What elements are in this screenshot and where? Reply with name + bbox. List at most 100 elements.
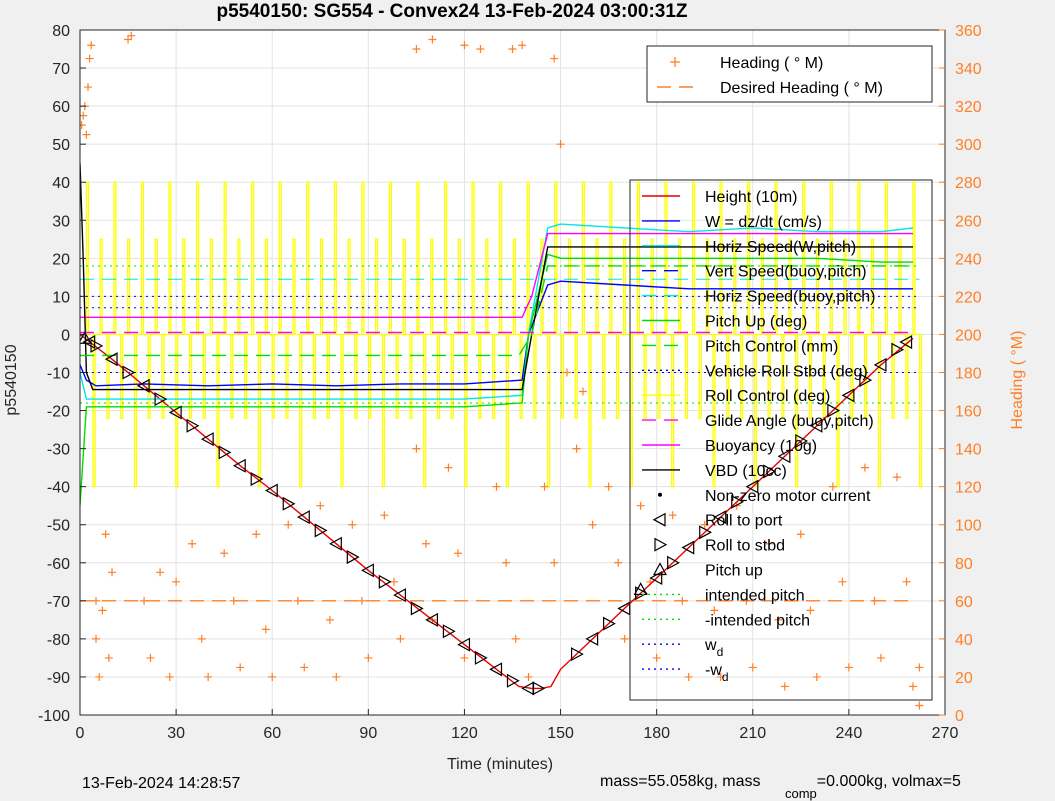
series-w-dz-dt-cm-s: [80, 280, 913, 387]
heading-point-61: [556, 140, 565, 149]
heading-point-95: [908, 682, 917, 691]
heading-point-58: [540, 482, 549, 491]
y-tick-label-5: 30: [52, 213, 70, 230]
heading-point-75: [700, 520, 709, 529]
x-tick-label-7: 210: [739, 725, 766, 742]
y-tick-label-2: 60: [52, 99, 70, 116]
legend-main-label-17: -intended pitch: [705, 612, 810, 629]
legend-main-label-0: Height (10m): [705, 189, 797, 206]
roll-port-marker-21: [777, 449, 791, 464]
roll-stbd-marker-24: [859, 373, 873, 388]
heading-point-7: [92, 596, 101, 605]
legend-main-subscript-18: d: [717, 645, 724, 659]
heading-point-48: [412, 45, 421, 54]
heading-point-42: [412, 444, 421, 453]
y-right-tick-label-14: 80: [955, 556, 973, 573]
legend-heading: Heading ( ° M) Desired Heading ( ° M): [646, 45, 933, 103]
y-right-tick-label-5: 260: [955, 213, 982, 230]
y-tick-label-1: 70: [52, 61, 70, 78]
x-tick-label-0: 0: [76, 725, 85, 742]
y-tick-label-9: -10: [47, 366, 70, 383]
heading-point-41: [396, 634, 405, 643]
heading-point-23: [204, 672, 213, 681]
heading-point-86: [812, 672, 821, 681]
heading-point-64: [578, 387, 587, 396]
roll-port-marker-8: [329, 536, 342, 551]
heading-point-97: [915, 663, 924, 672]
heading-point-34: [325, 615, 334, 624]
legend-main-label-3: Vert Speed(buoy,pitch): [705, 264, 867, 281]
roll-port-marker-9: [361, 563, 374, 578]
heading-point-51: [476, 45, 485, 54]
heading-point-52: [508, 45, 517, 54]
heading-point-72: [668, 511, 677, 520]
legend-heading-label-0: Heading ( ° M): [720, 55, 823, 72]
roll-stbd-marker-22: [795, 433, 809, 449]
y-tick-label-8: 0: [61, 327, 70, 344]
heading-point-28: [261, 625, 270, 634]
legend-main-swatch-15: [652, 562, 668, 576]
series-horiz-speed-w-pitch: [80, 223, 914, 400]
roll-port-marker-7: [297, 510, 310, 525]
heading-point-74: [684, 672, 693, 681]
roll-port-marker-4: [200, 432, 214, 447]
heading-point-67: [614, 558, 623, 567]
y-right-tick-label-4: 280: [955, 175, 982, 192]
pitch-up-marker-0: [80, 330, 92, 344]
legend-main-subscript-19: d: [722, 670, 729, 684]
roll-stbd-marker-4: [218, 445, 232, 460]
y-right-tick-label-13: 100: [955, 518, 982, 535]
heading-point-81: [764, 539, 773, 548]
heading-point-35: [332, 672, 341, 681]
heading-point-8: [92, 634, 101, 643]
x-tick-label-8: 240: [836, 725, 863, 742]
heading-point-21: [188, 539, 197, 548]
y-tick-label-7: 10: [52, 289, 70, 306]
heading-point-57: [524, 672, 533, 681]
heading-point-39: [380, 511, 389, 520]
y-tick-label-3: 50: [52, 137, 70, 154]
heading-point-63: [572, 444, 581, 453]
y-axis-right-label: Heading ( °M): [1009, 331, 1026, 430]
y-right-tick-label-0: 360: [955, 23, 982, 40]
heading-point-4: [84, 83, 93, 92]
heading-point-77: [716, 672, 725, 681]
roll-stbd-marker-11: [442, 624, 456, 639]
y-tick-label-0: 80: [52, 23, 70, 40]
legend-main-label-13: Roll to port: [705, 513, 783, 530]
heading-point-83: [780, 682, 789, 691]
roll-port-marker-23: [841, 388, 855, 403]
roll-stbd-marker-5: [250, 472, 264, 487]
y-tick-label-15: -70: [47, 594, 70, 611]
roll-stbd-marker-16: [603, 616, 616, 631]
y-right-tick-label-16: 40: [955, 632, 973, 649]
roll-port-marker-11: [425, 612, 439, 627]
legend-main-box: [629, 179, 933, 701]
legend-main-label-16: intended pitch: [705, 587, 805, 604]
roll-stbd-marker-3: [186, 418, 200, 433]
x-tick-label-6: 180: [643, 725, 670, 742]
y-right-tick-label-1: 340: [955, 61, 982, 78]
chart-title: p5540150: SG554 - Convex24 13-Feb-2024 0…: [216, 1, 687, 22]
heading-point-87: [828, 482, 837, 491]
heading-point-18: [156, 568, 165, 577]
roll-port-marker-19: [713, 510, 727, 525]
x-tick-label-1: 30: [167, 725, 185, 742]
y-axis-label: p5540150: [3, 344, 20, 415]
heading-point-32: [300, 663, 309, 672]
roll-stbd-marker-12: [474, 650, 488, 665]
heading-point-62: [562, 368, 571, 377]
roll-stbd-marker-8: [346, 550, 360, 565]
heading-point-91: [870, 596, 879, 605]
heading-point-10: [98, 606, 107, 615]
heading-point-56: [511, 634, 520, 643]
y-right-tick-label-7: 220: [955, 289, 982, 306]
heading-point-60: [550, 54, 559, 63]
heading-point-15: [127, 31, 136, 40]
roll-stbd-marker-18: [667, 555, 680, 570]
x-tick-label-3: 90: [359, 725, 377, 742]
x-tick-label-2: 60: [263, 725, 281, 742]
footer-mass: mass=55.058kg, mass comp=0.000kg, volmax…: [600, 773, 961, 801]
heading-point-96: [915, 701, 924, 710]
